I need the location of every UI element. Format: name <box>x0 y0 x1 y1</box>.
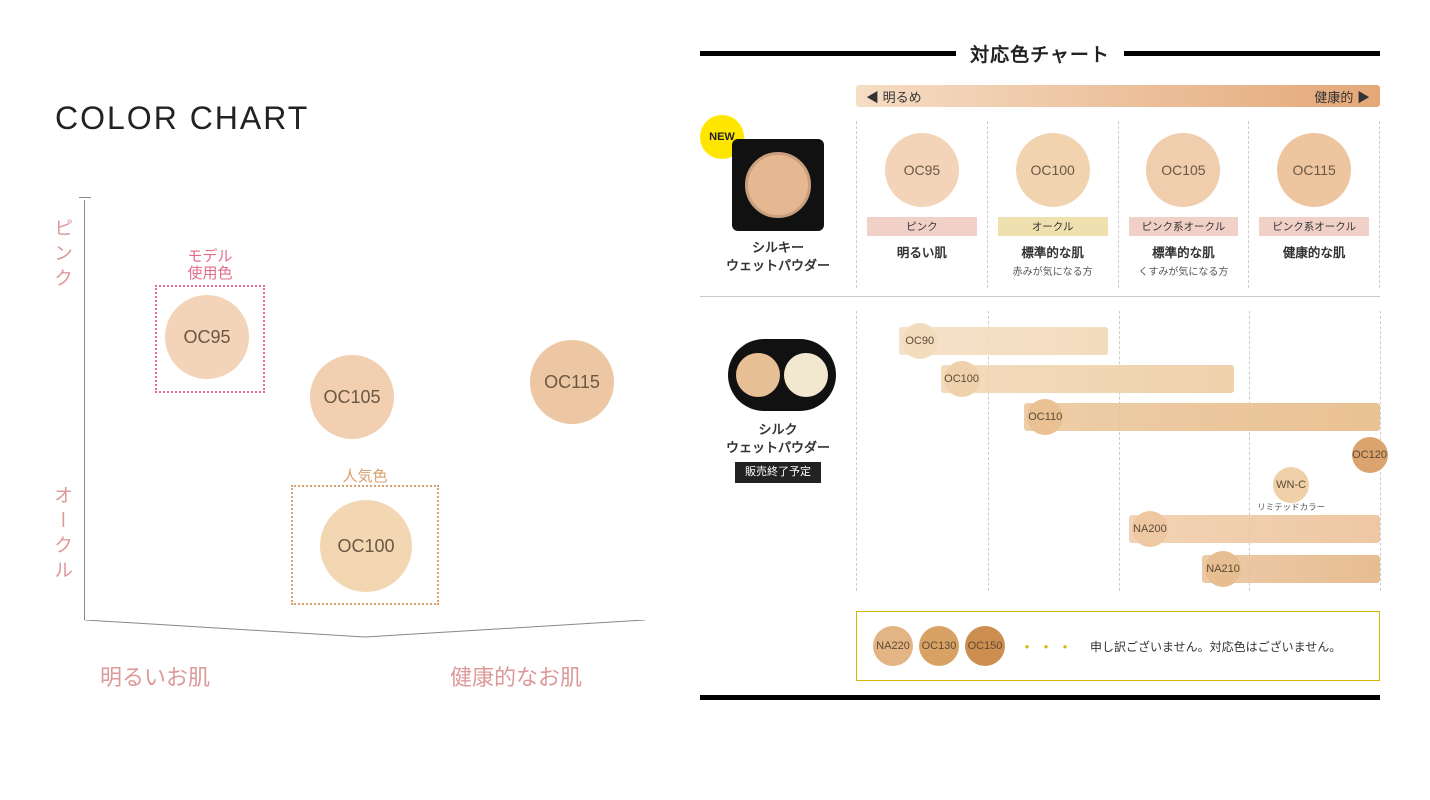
shade-cell-oc95: OC95 ピンク明るい肌 <box>857 121 988 288</box>
shade-circle-oc115: OC115 <box>1277 133 1351 207</box>
product1-row: NEW シルキー ウェットパウダー OC95ピンク明るい肌OC100オークル標準… <box>700 121 1380 288</box>
section-title: 対応色チャート <box>970 40 1110 67</box>
tone-tag: オークル <box>998 217 1108 236</box>
product2-col: シルク ウェットパウダー 販売終了予定 <box>700 311 856 591</box>
no-match-box: NA220OC130OC150 ・・・ 申し訳ございません。対応色はございません… <box>856 611 1380 681</box>
left-title: COLOR CHART <box>55 100 645 137</box>
tone-tag: ピンク系オークル <box>1259 217 1369 236</box>
gradient-scale-bar: ◀ 明るめ 健康的 ▶ <box>856 85 1380 107</box>
shade-desc: 健康的な肌 <box>1253 242 1375 261</box>
range-circle-oc120: OC120 <box>1352 437 1388 473</box>
shade-circle-oc100: OC100 <box>1016 133 1090 207</box>
range-circle-wn-c: WN-C <box>1273 467 1309 503</box>
dots-icon: ・・・ <box>1019 634 1076 658</box>
product1-name-l1: シルキー <box>700 239 856 257</box>
discontinued-badge: 販売終了予定 <box>735 462 821 483</box>
shade-sub: 赤みが気になる方 <box>992 263 1114 278</box>
left-color-chart: COLOR CHART ピンク オークル 明るいお肌 健康的なお肌 モデル使用色… <box>55 100 645 720</box>
x-label-healthy: 健康的なお肌 <box>450 660 582 692</box>
range-bar-oc100 <box>941 365 1234 393</box>
range-circle-na200: NA200 <box>1132 511 1168 547</box>
product1-col: NEW シルキー ウェットパウダー <box>700 121 856 288</box>
grad-left-label: ◀ 明るめ <box>866 87 922 106</box>
range-circle-oc110: OC110 <box>1027 399 1063 435</box>
shade-cell-oc115: OC115 ピンク系オークル健康的な肌 <box>1249 121 1380 288</box>
divider <box>700 296 1380 297</box>
swatch-oc100: OC100 <box>320 500 412 592</box>
model-box-label: モデル使用色 <box>157 249 263 282</box>
tone-tag: ピンク系オークル <box>1129 217 1239 236</box>
no-match-oc130: OC130 <box>919 626 959 666</box>
bottom-rule <box>700 695 1380 700</box>
grad-right-label: 健康的 ▶ <box>1314 87 1370 106</box>
range-bar-oc110 <box>1024 403 1380 431</box>
shade-cell-oc105: OC105 ピンク系オークル標準的な肌くすみが気になる方 <box>1119 121 1250 288</box>
shade-sub: くすみが気になる方 <box>1123 263 1245 278</box>
shade-desc: 明るい肌 <box>861 242 983 261</box>
product2-name-l2: ウェットパウダー <box>700 439 856 457</box>
rule-right <box>1124 51 1380 56</box>
shade-desc: 標準的な肌 <box>1123 242 1245 261</box>
tone-tag: ピンク <box>867 217 977 236</box>
product2-row: シルク ウェットパウダー 販売終了予定 OC90OC100OC110OC120W… <box>700 311 1380 591</box>
swatch-oc105: OC105 <box>310 355 394 439</box>
product1-name-l2: ウェットパウダー <box>700 257 856 275</box>
shade-circle-oc95: OC95 <box>885 133 959 207</box>
shade-cell-oc100: OC100 オークル標準的な肌赤みが気になる方 <box>988 121 1119 288</box>
section-title-row: 対応色チャート <box>700 40 1380 67</box>
x-label-light: 明るいお肌 <box>100 660 210 692</box>
range-sublabel: リミテッドカラー <box>1257 501 1325 513</box>
range-circle-oc90: OC90 <box>902 323 938 359</box>
no-match-message: 申し訳ございません。対応色はございません。 <box>1090 638 1341 655</box>
product1-compact-icon <box>728 139 828 231</box>
rule-left <box>700 51 956 56</box>
y-label-ochre: オークル <box>48 485 75 585</box>
no-match-na220: NA220 <box>873 626 913 666</box>
y-label-pink: ピンク <box>48 218 75 293</box>
product1-shade-grid: OC95ピンク明るい肌OC100オークル標準的な肌赤みが気になる方OC105ピン… <box>856 121 1380 288</box>
x-axis <box>85 620 645 638</box>
right-compat-chart: 対応色チャート ◀ 明るめ 健康的 ▶ NEW シルキー ウェットパウダー OC… <box>700 40 1380 760</box>
product2-compact-icon <box>728 339 828 411</box>
popular-box-label: 人気色 <box>293 465 437 486</box>
swatch-oc115: OC115 <box>530 340 614 424</box>
shade-desc: 標準的な肌 <box>992 242 1114 261</box>
product2-name-l1: シルク <box>700 421 856 439</box>
range-circle-na210: NA210 <box>1205 551 1241 587</box>
product2-bars: OC90OC100OC110OC120WN-CリミテッドカラーNA200NA21… <box>856 311 1380 591</box>
no-match-oc150: OC150 <box>965 626 1005 666</box>
swatch-oc95: OC95 <box>165 295 249 379</box>
range-circle-oc100: OC100 <box>944 361 980 397</box>
shade-circle-oc105: OC105 <box>1146 133 1220 207</box>
